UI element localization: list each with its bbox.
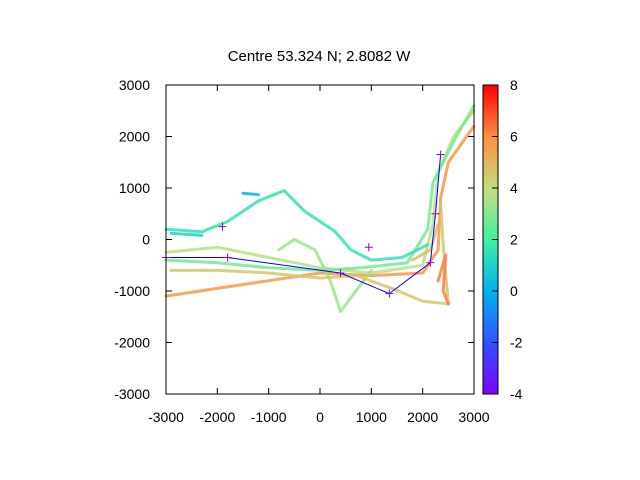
colorbar-tick-label-7: 8 [510, 77, 518, 93]
x-tick-label-1: -3000 [148, 409, 184, 425]
y-tick-label-7: 3000 [119, 77, 150, 93]
y-tick-label-3: -1000 [114, 283, 150, 299]
route-point-5 [426, 258, 435, 267]
colorbar-tick-label-4: 2 [510, 232, 518, 248]
y-tick-label-6: 2000 [119, 129, 150, 145]
colorbar-tick-label-5: 4 [510, 180, 518, 196]
colorbar-tick-label-2: -2 [510, 335, 523, 351]
route-point-2 [223, 253, 232, 262]
track-line-7 [277, 238, 373, 314]
markers-layer [162, 150, 445, 298]
extra-marker-1 [218, 222, 227, 231]
x-tick-label-6: 2000 [407, 409, 438, 425]
track-line-6 [169, 231, 204, 237]
route-point-7 [436, 150, 445, 159]
y-tick-label-1: -3000 [114, 386, 150, 402]
chart-title: Centre 53.324 N; 2.8082 W [228, 48, 411, 65]
track-line-10 [410, 222, 440, 262]
track-line-9 [436, 253, 450, 306]
y-axis: -3000 -2000 -1000 0 1000 2000 3000 [114, 77, 474, 402]
x-tick-label-2: -2000 [199, 409, 235, 425]
x-tick-label-3: -1000 [251, 409, 287, 425]
route-point-3 [336, 268, 345, 277]
colorbar-tick-label-3: 0 [510, 283, 518, 299]
tracks-layer [164, 104, 476, 314]
route-point-4 [385, 289, 394, 298]
track-line-5 [241, 191, 260, 197]
x-tick-label-7: 3000 [458, 409, 489, 425]
y-tick-label-4: 0 [142, 232, 150, 248]
colorbar-axis: -4 -2 0 2 4 6 8 [492, 77, 523, 402]
route-point-6 [431, 209, 440, 218]
x-tick-label-5: 1000 [356, 409, 387, 425]
track-line-3 [164, 104, 476, 272]
track-line-1 [164, 124, 476, 298]
y-tick-label-5: 1000 [119, 180, 150, 196]
colorbar-tick-label-1: -4 [510, 386, 523, 402]
extra-marker-2 [364, 243, 373, 252]
track-line-2 [164, 109, 476, 275]
x-tick-label-4: 0 [316, 409, 324, 425]
y-tick-label-2: -2000 [114, 335, 150, 351]
colorbar-tick-label-6: 6 [510, 129, 518, 145]
x-axis: -3000 -2000 -1000 0 1000 2000 3000 [148, 85, 490, 425]
track-line-4 [164, 189, 430, 262]
